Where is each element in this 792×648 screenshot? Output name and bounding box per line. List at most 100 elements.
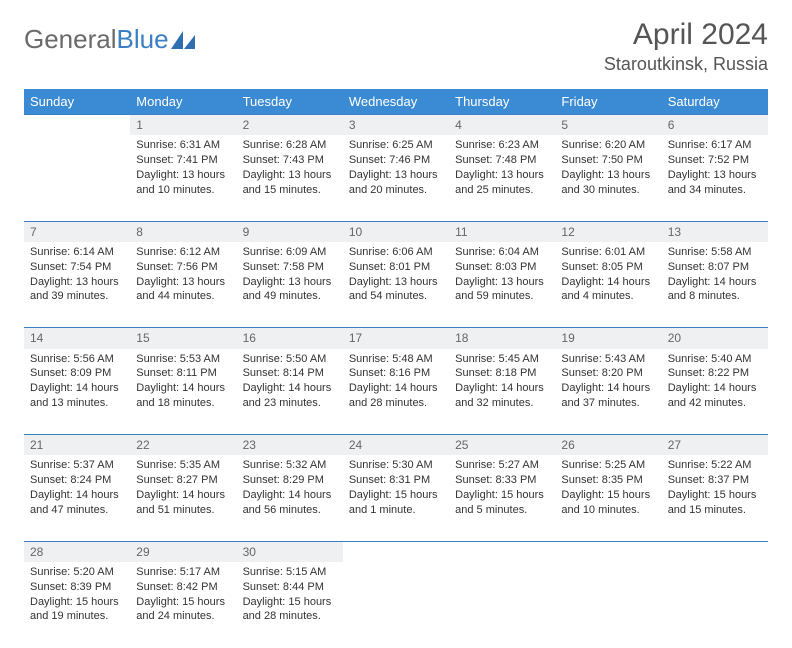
day-number-cell [343,541,449,562]
sunrise-text: Sunrise: 6:12 AM [136,245,230,260]
day-number-cell: 8 [130,221,236,242]
day-number-cell: 24 [343,435,449,456]
sunset-text: Sunset: 8:16 PM [349,366,443,381]
daylight-text: Daylight: 13 hours and 15 minutes. [243,168,337,198]
day-number-cell: 4 [449,115,555,136]
day-number-cell [555,541,661,562]
day-content-cell: Sunrise: 6:06 AMSunset: 8:01 PMDaylight:… [343,242,449,328]
day-content-cell: Sunrise: 6:31 AMSunset: 7:41 PMDaylight:… [130,135,236,221]
day-content-cell: Sunrise: 5:45 AMSunset: 8:18 PMDaylight:… [449,349,555,435]
daylight-text: Daylight: 15 hours and 19 minutes. [30,595,124,625]
day-content-cell: Sunrise: 5:48 AMSunset: 8:16 PMDaylight:… [343,349,449,435]
sunrise-text: Sunrise: 5:53 AM [136,352,230,367]
sunset-text: Sunset: 7:54 PM [30,260,124,275]
day-content-cell: Sunrise: 6:04 AMSunset: 8:03 PMDaylight:… [449,242,555,328]
sunset-text: Sunset: 8:05 PM [561,260,655,275]
day-header: Monday [130,89,236,115]
day-number-cell: 2 [237,115,343,136]
daylight-text: Daylight: 14 hours and 51 minutes. [136,488,230,518]
daylight-text: Daylight: 14 hours and 56 minutes. [243,488,337,518]
sunset-text: Sunset: 7:52 PM [668,153,762,168]
daylight-text: Daylight: 13 hours and 54 minutes. [349,275,443,305]
sunrise-text: Sunrise: 6:23 AM [455,138,549,153]
sunrise-text: Sunrise: 6:17 AM [668,138,762,153]
day-content-cell: Sunrise: 5:25 AMSunset: 8:35 PMDaylight:… [555,455,661,541]
day-content-row: Sunrise: 5:37 AMSunset: 8:24 PMDaylight:… [24,455,768,541]
sunset-text: Sunset: 8:03 PM [455,260,549,275]
sunrise-text: Sunrise: 5:40 AM [668,352,762,367]
day-content-cell: Sunrise: 5:27 AMSunset: 8:33 PMDaylight:… [449,455,555,541]
sunset-text: Sunset: 8:42 PM [136,580,230,595]
day-number-cell: 5 [555,115,661,136]
sunset-text: Sunset: 7:43 PM [243,153,337,168]
brand-part2: Blue [117,24,169,55]
sunrise-text: Sunrise: 5:30 AM [349,458,443,473]
daylight-text: Daylight: 14 hours and 42 minutes. [668,381,762,411]
sunset-text: Sunset: 7:50 PM [561,153,655,168]
day-content-cell: Sunrise: 5:56 AMSunset: 8:09 PMDaylight:… [24,349,130,435]
day-header-row: SundayMondayTuesdayWednesdayThursdayFrid… [24,89,768,115]
sunrise-text: Sunrise: 5:17 AM [136,565,230,580]
day-number-row: 78910111213 [24,221,768,242]
sunrise-text: Sunrise: 5:48 AM [349,352,443,367]
daylight-text: Daylight: 15 hours and 28 minutes. [243,595,337,625]
daylight-text: Daylight: 13 hours and 44 minutes. [136,275,230,305]
day-number-cell: 28 [24,541,130,562]
sunrise-text: Sunrise: 6:31 AM [136,138,230,153]
day-content-cell: Sunrise: 5:37 AMSunset: 8:24 PMDaylight:… [24,455,130,541]
day-content-cell: Sunrise: 6:17 AMSunset: 7:52 PMDaylight:… [662,135,768,221]
day-content-cell [555,562,661,648]
sunset-text: Sunset: 8:20 PM [561,366,655,381]
daylight-text: Daylight: 13 hours and 49 minutes. [243,275,337,305]
daylight-text: Daylight: 13 hours and 59 minutes. [455,275,549,305]
sunrise-text: Sunrise: 6:09 AM [243,245,337,260]
sunrise-text: Sunrise: 5:22 AM [668,458,762,473]
title-block: April 2024 Staroutkinsk, Russia [604,18,768,75]
day-header: Tuesday [237,89,343,115]
sunrise-text: Sunrise: 5:32 AM [243,458,337,473]
day-content-cell: Sunrise: 6:14 AMSunset: 7:54 PMDaylight:… [24,242,130,328]
day-number-cell: 7 [24,221,130,242]
day-number-cell: 21 [24,435,130,456]
location-label: Staroutkinsk, Russia [604,54,768,75]
day-content-cell: Sunrise: 6:01 AMSunset: 8:05 PMDaylight:… [555,242,661,328]
day-content-cell [24,135,130,221]
daylight-text: Daylight: 15 hours and 10 minutes. [561,488,655,518]
sunset-text: Sunset: 7:48 PM [455,153,549,168]
daylight-text: Daylight: 14 hours and 18 minutes. [136,381,230,411]
daylight-text: Daylight: 13 hours and 39 minutes. [30,275,124,305]
sunrise-text: Sunrise: 5:43 AM [561,352,655,367]
day-content-cell [662,562,768,648]
sunset-text: Sunset: 7:58 PM [243,260,337,275]
sunset-text: Sunset: 8:44 PM [243,580,337,595]
day-content-cell: Sunrise: 5:15 AMSunset: 8:44 PMDaylight:… [237,562,343,648]
day-header: Saturday [662,89,768,115]
sunrise-text: Sunrise: 5:25 AM [561,458,655,473]
day-number-cell: 20 [662,328,768,349]
day-number-cell: 19 [555,328,661,349]
day-content-cell: Sunrise: 5:22 AMSunset: 8:37 PMDaylight:… [662,455,768,541]
day-number-cell [24,115,130,136]
sunset-text: Sunset: 8:37 PM [668,473,762,488]
day-content-cell [449,562,555,648]
day-content-cell: Sunrise: 5:17 AMSunset: 8:42 PMDaylight:… [130,562,236,648]
sunrise-text: Sunrise: 5:45 AM [455,352,549,367]
day-number-cell: 14 [24,328,130,349]
sunset-text: Sunset: 8:14 PM [243,366,337,381]
daylight-text: Daylight: 14 hours and 4 minutes. [561,275,655,305]
day-number-cell: 12 [555,221,661,242]
day-number-cell: 23 [237,435,343,456]
sunset-text: Sunset: 8:39 PM [30,580,124,595]
day-number-cell [449,541,555,562]
day-number-cell: 15 [130,328,236,349]
day-number-row: 282930 [24,541,768,562]
sunrise-text: Sunrise: 6:28 AM [243,138,337,153]
page-header: GeneralBlue April 2024 Staroutkinsk, Rus… [24,18,768,75]
sunrise-text: Sunrise: 5:15 AM [243,565,337,580]
daylight-text: Daylight: 14 hours and 37 minutes. [561,381,655,411]
sunrise-text: Sunrise: 6:06 AM [349,245,443,260]
day-number-cell: 18 [449,328,555,349]
sunrise-text: Sunrise: 5:20 AM [30,565,124,580]
sunset-text: Sunset: 8:29 PM [243,473,337,488]
daylight-text: Daylight: 13 hours and 30 minutes. [561,168,655,198]
